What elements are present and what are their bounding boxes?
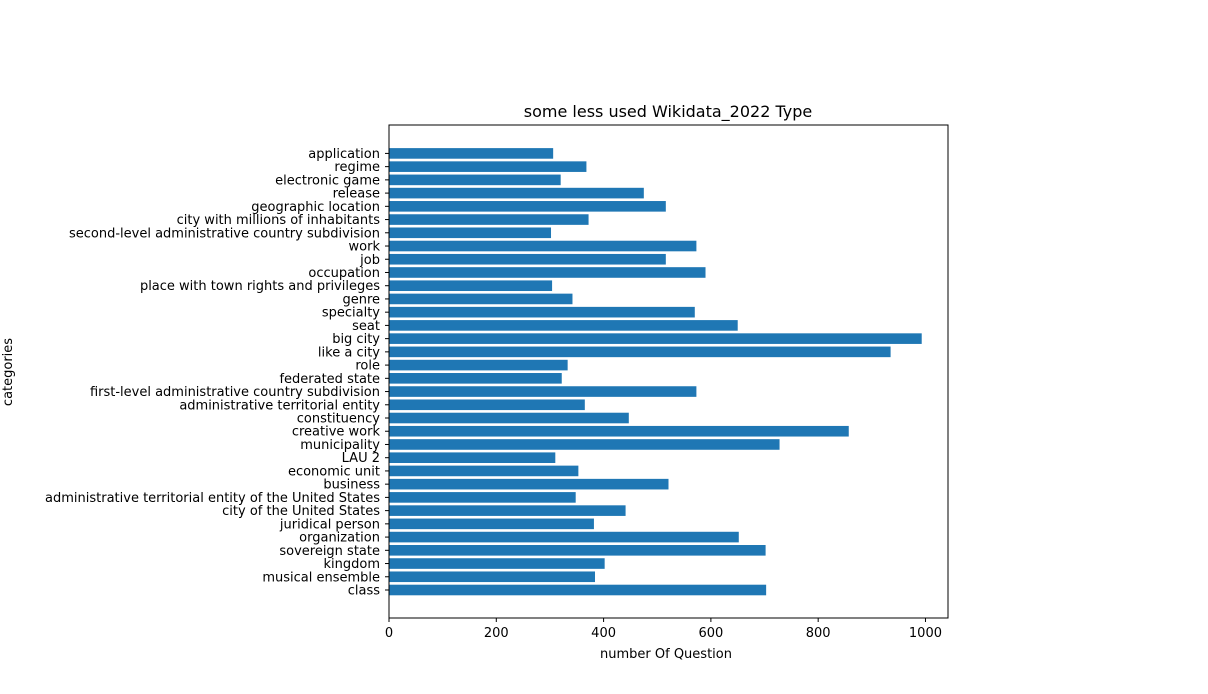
y-tick-label: second-level administrative country subd… [69, 226, 380, 241]
bar [389, 359, 568, 371]
bar [389, 399, 585, 411]
bar [389, 214, 589, 225]
y-tick-label: class [348, 584, 380, 599]
bar [389, 187, 644, 199]
y-tick-label: constituency [297, 412, 381, 427]
bar [389, 518, 594, 530]
bar [389, 425, 849, 437]
bar [389, 439, 780, 450]
x-ticks-group: 0 200 400 600 800 1000 [385, 618, 942, 641]
bar [389, 174, 561, 186]
y-tick-label: musical ensemble [262, 570, 380, 585]
y-tick-label: electronic game [275, 173, 380, 188]
bar [389, 558, 605, 569]
chart-title: some less used Wikidata_2022 Type [524, 102, 812, 122]
bar [389, 148, 554, 159]
y-tick-label: job [359, 253, 380, 268]
y-tick-label: application [308, 147, 380, 162]
bar [389, 227, 552, 239]
bar [389, 293, 573, 305]
bar [389, 531, 739, 543]
y-tick-label: economic unit [288, 464, 380, 479]
bar [389, 373, 562, 384]
bar [389, 505, 626, 516]
bar [389, 240, 697, 252]
y-tick-label: city with millions of inhabitants [177, 213, 381, 228]
x-axis-label: number Of Question [600, 647, 732, 662]
bar [389, 161, 587, 172]
y-tick-label: regime [334, 160, 380, 175]
y-tick-label: release [333, 187, 380, 202]
x-tick-label: 600 [698, 626, 723, 641]
y-tick-label: place with town rights and privileges [140, 279, 380, 294]
y-tick-label: LAU 2 [342, 451, 380, 466]
bar [389, 267, 706, 278]
y-tick-label: sovereign state [279, 544, 380, 559]
bar [389, 253, 666, 265]
y-tick-label: city of the United States [222, 504, 380, 519]
y-tick-label: genre [342, 292, 380, 307]
x-tick-label: 200 [484, 626, 509, 641]
y-tick-label: occupation [308, 266, 380, 281]
bar [389, 320, 738, 331]
bar [389, 584, 767, 596]
bar [389, 545, 766, 556]
bar [389, 492, 576, 503]
bar [389, 452, 556, 463]
y-tick-label: municipality [300, 438, 380, 453]
y-tick-label: specialty [322, 306, 380, 321]
y-tick-label: work [349, 240, 381, 255]
y-tick-label: like a city [318, 345, 380, 360]
y-tick-label: administrative territorial entity [179, 398, 380, 413]
bar [389, 280, 553, 292]
bar [389, 412, 629, 424]
bar [389, 201, 666, 212]
y-tick-label: seat [352, 319, 380, 334]
x-tick-label: 0 [385, 626, 393, 641]
y-tick-label: geographic location [251, 200, 380, 215]
bar [389, 306, 695, 318]
plot-frame [388, 124, 949, 619]
bar [389, 571, 596, 583]
y-tick-label: administrative territorial entity of the… [45, 491, 380, 506]
bar [389, 478, 669, 490]
bar [389, 465, 579, 477]
y-tick-label: first-level administrative country subdi… [90, 385, 380, 400]
y-tick-label: role [355, 359, 380, 374]
y-tick-label: kingdom [323, 557, 380, 572]
y-tick-label: business [323, 478, 380, 493]
x-tick-label: 800 [806, 626, 831, 641]
bar [389, 346, 891, 358]
y-tick-label: organization [299, 531, 380, 546]
y-tick-label: creative work [292, 425, 381, 440]
y-tick-label: juridical person [279, 517, 380, 532]
bars-group [389, 148, 922, 596]
y-axis-label: categories [1, 338, 16, 406]
y-tick-label: big city [332, 332, 380, 347]
x-tick-label: 400 [591, 626, 616, 641]
y-tick-label: federated state [279, 372, 380, 387]
x-tick-label: 1000 [909, 626, 942, 641]
bar [389, 333, 922, 344]
bar [389, 386, 697, 397]
